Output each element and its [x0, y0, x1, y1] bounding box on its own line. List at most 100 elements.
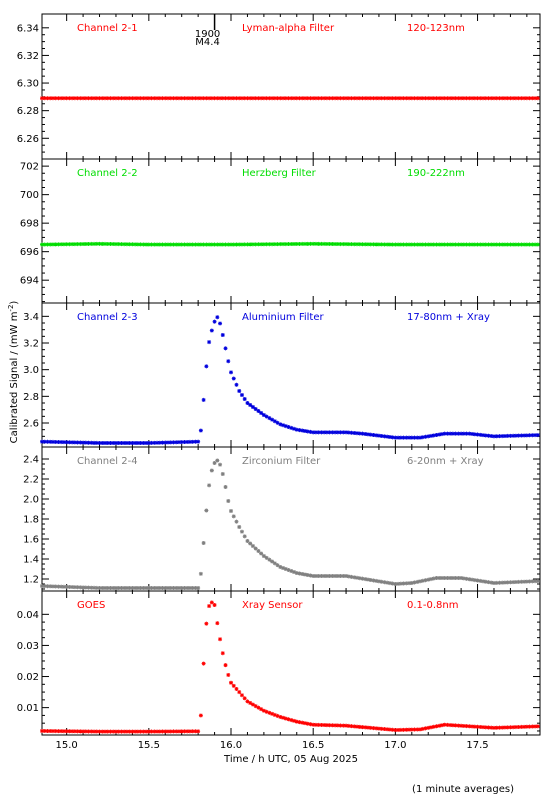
data-point: [119, 586, 124, 590]
data-point: [385, 580, 390, 585]
data-point: [122, 729, 127, 734]
data-point: [308, 573, 313, 578]
data-point: [442, 722, 447, 727]
data-point: [229, 96, 234, 101]
data-point: [319, 96, 324, 101]
data-point: [281, 242, 286, 247]
data-point: [286, 425, 291, 429]
data-point: [81, 440, 86, 445]
data-point: [171, 440, 176, 445]
data-point: [475, 578, 480, 583]
data-point: [352, 575, 357, 580]
data-point: [218, 321, 223, 326]
data-point: [511, 580, 516, 585]
data-point: [226, 672, 231, 677]
data-point: [311, 722, 316, 727]
data-point: [486, 580, 491, 585]
data-point: [270, 417, 275, 422]
data-point: [272, 242, 277, 247]
data-point: [193, 242, 198, 247]
data-point: [155, 96, 160, 101]
data-point: [119, 96, 124, 101]
data-point: [489, 580, 494, 585]
data-point: [374, 96, 379, 101]
data-point: [70, 96, 75, 101]
data-point: [86, 440, 91, 445]
data-point: [335, 430, 340, 435]
data-point: [75, 585, 80, 590]
data-point: [330, 241, 335, 246]
data-point: [294, 241, 299, 246]
data-point: [505, 242, 510, 247]
data-point: [338, 574, 343, 578]
data-point: [108, 96, 113, 101]
data-point: [516, 579, 521, 584]
data-point: [144, 96, 149, 101]
data-point: [231, 242, 236, 247]
data-point: [86, 241, 91, 246]
data-point: [70, 242, 75, 247]
panel-1: 6.26 6.28 6.30 6.32 6.34 Channel 2-1 Lyman-alp…: [17, 13, 541, 160]
data-point: [289, 242, 294, 247]
data-point: [286, 242, 291, 247]
x-tick-label: 17.0: [384, 740, 406, 751]
data-point: [138, 242, 143, 247]
data-point: [122, 441, 127, 445]
data-point: [363, 96, 368, 101]
data-point: [448, 96, 453, 101]
data-point: [113, 441, 118, 445]
panel-channel-label: Channel 2-1: [77, 23, 138, 34]
data-point: [324, 574, 329, 578]
data-point: [360, 96, 365, 101]
data-point: [533, 96, 538, 101]
data-point: [335, 723, 340, 728]
data-point: [108, 729, 113, 734]
data-point: [502, 580, 507, 585]
data-point: [486, 96, 491, 101]
data-point: [187, 729, 192, 734]
data-point: [270, 559, 275, 564]
data-point: [113, 242, 118, 247]
data-point: [163, 440, 168, 445]
data-point: [330, 430, 335, 435]
data-point: [426, 725, 431, 730]
data-point: [207, 340, 212, 345]
data-point: [431, 576, 436, 581]
data-point: [522, 724, 527, 729]
y-tick-label: 6.28: [17, 106, 39, 117]
data-point: [434, 433, 439, 437]
data-point: [483, 433, 488, 438]
data-point: [83, 440, 88, 445]
data-point: [349, 430, 354, 435]
data-point: [264, 242, 269, 247]
data-point: [245, 539, 250, 543]
panel-4: 1.2 1.4 1.6 1.8 2.0 2.2 2.4 Channel 2-4 Zirconiu…: [23, 446, 541, 592]
data-point: [442, 431, 447, 436]
data-point: [133, 242, 138, 247]
data-point: [467, 724, 472, 729]
data-point: [467, 96, 472, 101]
x-axis-label: Time / h UTC, 05 Aug 2025: [223, 754, 358, 765]
panel-filter-label: Zirconium Filter: [242, 456, 321, 467]
data-point: [527, 724, 532, 729]
data-point: [423, 726, 428, 731]
panel-frame: [41, 590, 541, 736]
data-point: [393, 96, 398, 101]
data-point: [300, 96, 305, 101]
data-point: [45, 584, 50, 589]
data-point: [127, 242, 132, 247]
data-point: [215, 315, 220, 320]
data-point: [248, 403, 253, 407]
data-point: [464, 431, 469, 436]
data-point: [522, 242, 527, 247]
data-point: [335, 574, 340, 578]
data-point: [113, 586, 118, 590]
data-point: [500, 580, 505, 585]
data-point: [204, 96, 209, 101]
data-point: [190, 439, 195, 444]
y-axis-label-exponent: -2: [7, 305, 15, 312]
y-tick-label: 0.01: [17, 703, 39, 714]
panel-5: 0.01 0.02 0.03 0.04 GOES Xray Sensor 0.1-0.8nm: [17, 590, 541, 736]
data-point: [333, 574, 338, 578]
panel-frame: [41, 302, 541, 448]
